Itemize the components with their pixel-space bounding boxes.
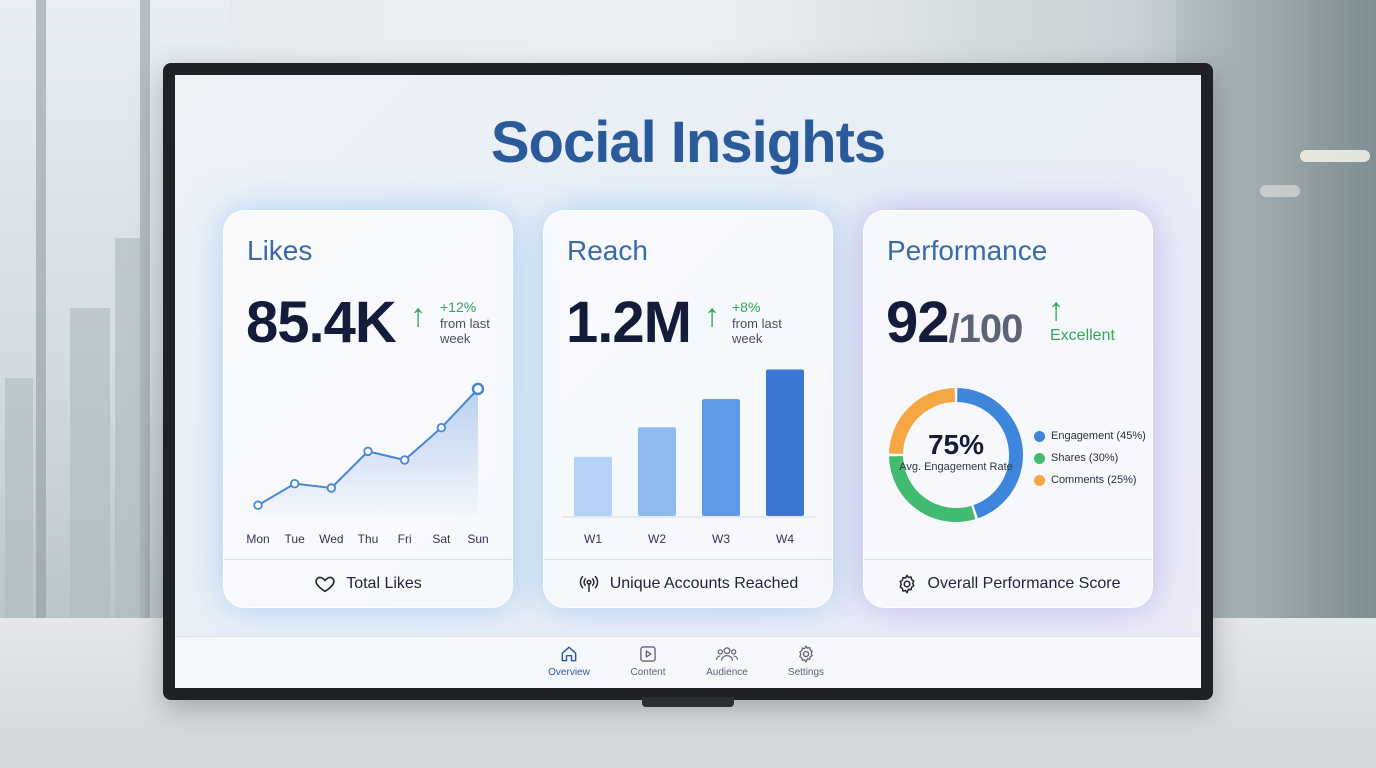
bar	[574, 456, 612, 516]
reach-delta: +8%	[732, 299, 761, 315]
arrow-up-icon: ↑	[1048, 291, 1064, 327]
users-icon	[716, 647, 738, 661]
likes-footer: Total Likes	[224, 559, 512, 607]
likes-value: 85.4K	[246, 290, 397, 355]
bar	[638, 427, 676, 516]
x-tick-label: Sun	[467, 532, 488, 546]
nav-settings[interactable]: Settings	[771, 644, 841, 678]
x-tick-label: W3	[712, 532, 730, 546]
legend-item: Comments (25%)	[1034, 469, 1146, 491]
card-title: Likes	[247, 235, 313, 266]
performance-footer-label: Overall Performance Score	[927, 574, 1121, 592]
arrow-up-icon: ↑	[410, 297, 426, 333]
building-silhouette	[5, 378, 33, 638]
donut-slice	[889, 455, 976, 522]
reach-card[interactable]: Reach 1.2M ↑ +8% from last week W1 W2 W3 W4…	[543, 210, 833, 608]
legend-label: Engagement (45%)	[1051, 430, 1146, 442]
x-tick-label: W2	[648, 532, 666, 546]
bottom-nav: Overview Content Audience Settings	[175, 636, 1201, 688]
broadcast-icon	[579, 575, 598, 592]
arrow-up-icon: ↑	[704, 297, 720, 333]
reach-footer-label: Unique Accounts Reached	[609, 574, 799, 592]
nav-content[interactable]: Content	[613, 644, 683, 678]
reach-delta-note: from last week	[732, 316, 782, 346]
score-value: 92	[886, 290, 950, 355]
nav-label: Content	[630, 667, 666, 678]
x-tick-label: W1	[584, 532, 602, 546]
donut-center: 75% Avg. Engagement Rate	[888, 429, 1024, 474]
building-silhouette	[70, 308, 110, 638]
donut-value: 75%	[927, 429, 985, 460]
performance-footer: Overall Performance Score	[864, 559, 1152, 607]
nav-label: Audience	[706, 667, 748, 678]
legend-label: Shares (30%)	[1051, 452, 1119, 464]
home-icon	[561, 646, 577, 662]
card-title: Reach	[567, 235, 648, 266]
x-tick-label: Tue	[285, 532, 306, 546]
legend-item: Shares (30%)	[1034, 447, 1146, 469]
data-point	[399, 455, 410, 465]
likes-line-chart: Mon Tue Wed Thu Fri Sat Sun	[246, 382, 489, 546]
card-title: Performance	[887, 235, 1048, 266]
nav-label: Overview	[548, 667, 590, 678]
play-icon	[640, 646, 656, 662]
reach-footer: Unique Accounts Reached	[544, 559, 832, 607]
donut-slice	[956, 388, 1023, 519]
donut-caption: Avg. Engagement Rate	[899, 461, 1013, 473]
x-tick-label: Sat	[432, 532, 451, 546]
likes-delta: +12%	[440, 299, 477, 315]
legend-swatch	[1034, 474, 1045, 486]
reach-value: 1.2M	[566, 290, 692, 355]
likes-footer-label: Total Likes	[346, 574, 422, 592]
likes-card[interactable]: Likes 85.4K ↑ +12% from last week Mon Tue…	[223, 210, 513, 608]
nav-overview[interactable]: Overview	[534, 644, 604, 678]
performance-rating: Excellent	[1050, 327, 1115, 344]
data-point	[436, 422, 447, 433]
gear-icon	[898, 574, 915, 593]
engagement-donut-chart	[889, 388, 1023, 522]
dashboard-screen: Social Insights Likes 85.4K ↑ +12% from …	[175, 75, 1201, 688]
legend-swatch	[1034, 430, 1045, 442]
gear-icon	[799, 645, 813, 663]
x-tick-label: Wed	[319, 532, 343, 546]
monitor-stand	[642, 697, 734, 707]
ceiling-light	[1300, 150, 1370, 162]
data-point	[253, 500, 263, 510]
performance-score: 92/100	[886, 289, 1024, 356]
data-point	[326, 483, 337, 493]
data-point	[363, 446, 373, 457]
legend-swatch	[1034, 452, 1045, 464]
window-frame	[140, 0, 150, 640]
window-frame	[36, 0, 46, 640]
donut-slice	[889, 388, 956, 455]
data-point	[471, 382, 485, 396]
ceiling-light	[1260, 185, 1300, 197]
reach-bar-chart: W1 W2 W3 W4	[562, 369, 816, 546]
building-silhouette	[115, 238, 145, 638]
x-tick-label: Mon	[246, 532, 269, 546]
page-title: Social Insights	[490, 110, 886, 175]
bar	[702, 399, 740, 516]
data-point	[289, 478, 300, 489]
x-tick-label: Fri	[398, 532, 412, 546]
bar	[766, 369, 804, 516]
nav-audience[interactable]: Audience	[692, 644, 762, 678]
x-tick-label: Thu	[358, 532, 379, 546]
x-tick-label: W4	[776, 532, 794, 546]
performance-card[interactable]: Performance 92/100 ↑ Excellent 75% Avg. …	[863, 210, 1153, 608]
nav-label: Settings	[787, 667, 825, 678]
heart-icon	[315, 576, 335, 592]
legend-item: Engagement (45%)	[1034, 425, 1146, 447]
score-suffix: /100	[948, 307, 1024, 351]
legend-label: Comments (25%)	[1051, 474, 1137, 486]
monitor: Social Insights Likes 85.4K ↑ +12% from …	[163, 63, 1213, 700]
likes-delta-note: from last week	[440, 316, 490, 346]
donut-legend: Engagement (45%) Shares (30%) Comments (25…	[1034, 425, 1146, 491]
